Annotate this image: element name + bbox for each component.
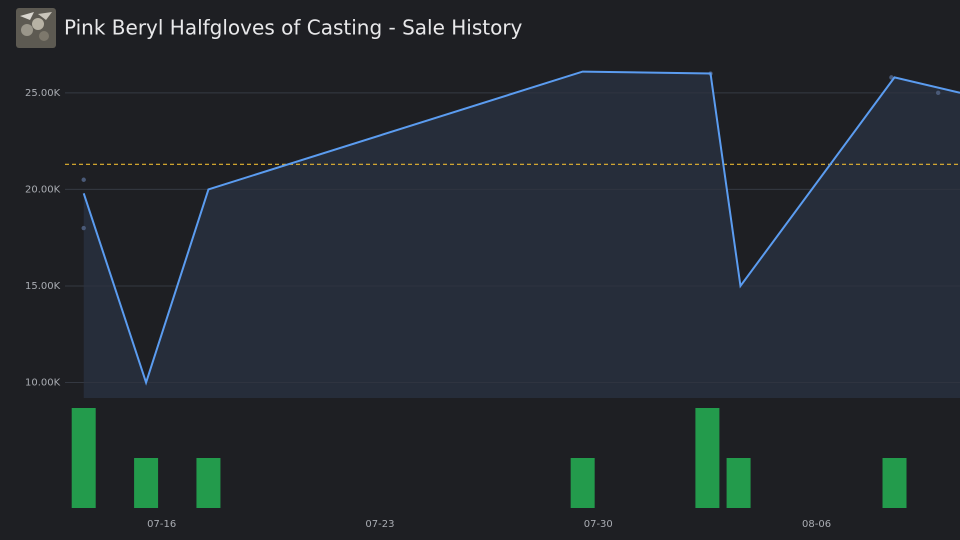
x-tick-label: 08-06 <box>802 519 831 530</box>
y-tick-label: 20.00K <box>25 184 61 195</box>
sale-point <box>81 225 86 231</box>
volume-bar <box>570 458 595 508</box>
page-title: Pink Beryl Halfgloves of Casting - Sale … <box>64 16 523 40</box>
volume-bar <box>71 408 96 508</box>
volume-bar <box>196 458 221 508</box>
volume-bar <box>134 458 159 508</box>
x-tick-label: 07-30 <box>584 519 613 530</box>
x-tick-label: 07-16 <box>147 519 176 530</box>
price-line <box>82 70 960 386</box>
item-icon <box>16 8 56 48</box>
x-tick-label: 07-23 <box>365 519 394 530</box>
y-tick-label: 25.00K <box>25 88 61 99</box>
price-area <box>83 71 960 399</box>
sale-point <box>935 90 941 96</box>
y-tick-label: 15.00K <box>25 281 61 292</box>
y-tick-label: 10.00K <box>25 378 61 389</box>
volume-bar <box>882 458 907 508</box>
sale-point <box>81 177 86 182</box>
volume-bar <box>695 408 720 508</box>
volume-bar <box>726 458 751 508</box>
